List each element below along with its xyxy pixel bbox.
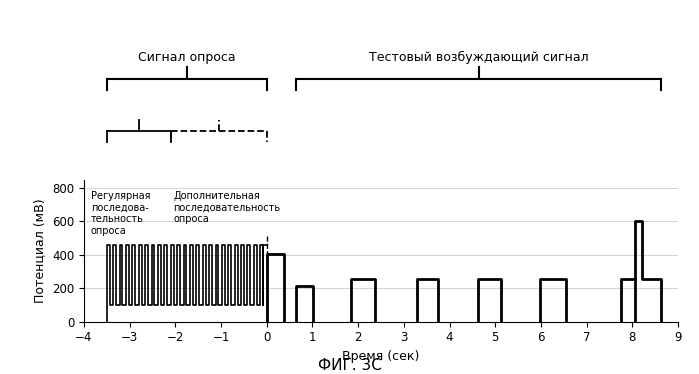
Text: Тестовый возбуждающий сигнал: Тестовый возбуждающий сигнал	[368, 50, 589, 64]
Text: ФИГ. 3С: ФИГ. 3С	[317, 358, 382, 373]
Text: Сигнал опроса: Сигнал опроса	[138, 50, 236, 64]
X-axis label: Время (сек): Время (сек)	[343, 350, 419, 363]
Text: Регулярная
последова-
тельность
опроса: Регулярная последова- тельность опроса	[91, 191, 150, 236]
Y-axis label: Потенциал (мВ): Потенциал (мВ)	[34, 198, 46, 303]
Text: Дополнительная
последовательность
опроса: Дополнительная последовательность опроса	[173, 191, 280, 224]
